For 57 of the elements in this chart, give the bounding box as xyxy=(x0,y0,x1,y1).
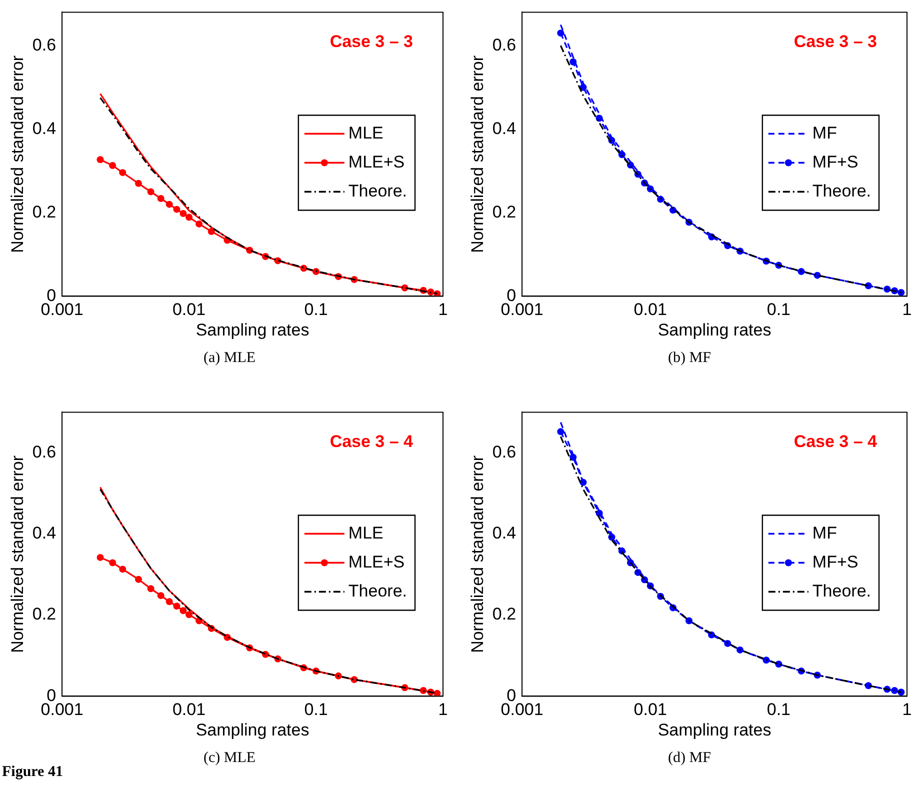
annotation: Case 3 – 4 xyxy=(794,432,878,451)
text: (d) MF xyxy=(667,750,712,767)
x-tick-label: 0.001 xyxy=(40,700,84,720)
x-axis-title: Sampling rates xyxy=(658,720,772,740)
x-axis-title: Sampling rates xyxy=(196,720,310,740)
legend-label: Theore. xyxy=(348,181,408,200)
legend-label: MLE+S xyxy=(348,552,405,572)
x-tick-label: 0.01 xyxy=(172,700,206,720)
legend-label: MLE xyxy=(348,523,384,542)
caption: Figure 41 xyxy=(2,764,63,781)
x-tick-label: 0.01 xyxy=(634,700,667,720)
x-tick-label: 0.1 xyxy=(304,300,328,320)
y-tick-label: 0.6 xyxy=(492,35,516,54)
y-axis-title: Normalized standard error xyxy=(8,455,27,653)
x-tick-label: 0.1 xyxy=(304,700,328,720)
legend-label: Theore. xyxy=(812,581,872,600)
y-axis-title: Normalized standard error xyxy=(468,55,487,253)
y-tick-label: 0.2 xyxy=(492,202,516,222)
x-tick-label: 0.001 xyxy=(500,300,544,320)
legend-label: MLE+S xyxy=(348,152,405,172)
x-tick-label: 0.1 xyxy=(766,300,790,320)
x-axis-title: Sampling rates xyxy=(196,320,310,340)
x-tick-label: 1 xyxy=(902,300,912,320)
x-tick-label: 1 xyxy=(438,700,448,720)
y-tick-label: 0.2 xyxy=(32,604,56,624)
x-tick-label: 0.1 xyxy=(766,700,790,720)
annotation: Case 3 – 3 xyxy=(330,32,413,51)
y-tick-label: 0.4 xyxy=(492,118,516,138)
y-tick-label: 0.6 xyxy=(32,35,56,54)
legend-label: MF xyxy=(812,523,837,542)
y-axis-title: Normalized standard error xyxy=(468,455,487,653)
y-tick-label: 0.4 xyxy=(492,524,516,543)
y-tick-label: 0.4 xyxy=(32,118,56,138)
x-tick-label: 0.01 xyxy=(172,300,206,320)
y-tick-label: 0.2 xyxy=(492,604,516,624)
legend-label: MF xyxy=(812,123,837,142)
x-tick-label: 0.01 xyxy=(634,300,667,320)
y-axis-title: Normalized standard error xyxy=(8,55,27,253)
legend-label: Theore. xyxy=(348,581,408,600)
y-tick-label: 0.2 xyxy=(32,202,56,222)
y-tick-label: 0.6 xyxy=(32,442,56,462)
annotation: Case 3 – 3 xyxy=(794,32,877,51)
x-tick-label: 1 xyxy=(438,300,448,320)
text: (c) MLE xyxy=(203,750,256,766)
annotation: Case 3 – 4 xyxy=(330,432,414,451)
x-tick-label: 0.001 xyxy=(500,700,544,720)
text: (a) MLE xyxy=(202,350,257,367)
x-axis-title: Sampling rates xyxy=(658,320,772,340)
text: (b) MF xyxy=(667,350,712,367)
legend-label: Theore. xyxy=(812,181,872,200)
legend-label: MLE xyxy=(348,123,384,142)
x-tick-label: 1 xyxy=(902,700,912,720)
legend-label: MF+S xyxy=(812,552,858,572)
legend-label: MF+S xyxy=(812,152,858,172)
y-tick-label: 0.6 xyxy=(492,442,516,462)
y-tick-label: 0.4 xyxy=(32,524,56,543)
x-tick-label: 0.001 xyxy=(40,300,84,320)
